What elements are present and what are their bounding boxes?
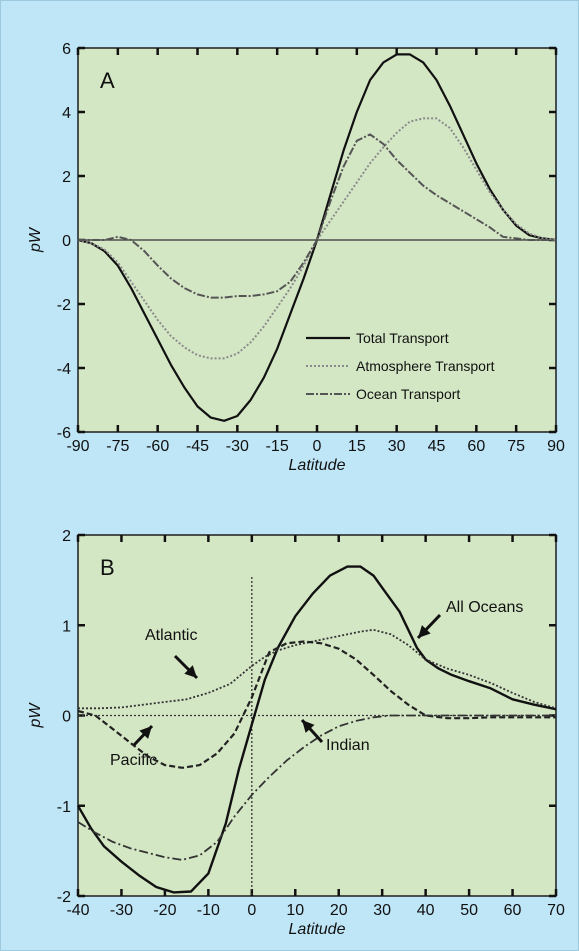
series-line-atmosphere-transport bbox=[77, 117, 557, 360]
x-tick-label: -30 bbox=[110, 902, 133, 919]
panel-a-axes: -90 -75 -60 -45 -30 -15 0 15 30 45 60 75 90 -6 -4 -2 0 2 4… bbox=[57, 41, 565, 455]
series-line-all-oceans bbox=[76, 565, 557, 894]
x-tick-label: 60 bbox=[504, 902, 522, 919]
panel-a-chart: -90 -75 -60 -45 -30 -15 0 15 30 45 60 75 90 -6 -4 -2 0 2 4… bbox=[27, 41, 565, 474]
x-tick-label: 50 bbox=[460, 902, 478, 919]
x-tick-label: 70 bbox=[547, 902, 565, 919]
legend-label-ocean: Ocean Transport bbox=[356, 386, 460, 402]
annotation-arrow-head bbox=[418, 625, 431, 638]
annotation-all-oceans: All Oceans bbox=[446, 599, 523, 616]
series-line-pacific bbox=[77, 640, 556, 769]
x-tick-label: 15 bbox=[348, 438, 366, 455]
legend-label-atmosphere: Atmosphere Transport bbox=[356, 358, 495, 374]
x-tick-label: 20 bbox=[330, 902, 348, 919]
legend-label-total: Total Transport bbox=[356, 330, 449, 346]
x-tick-label: -10 bbox=[197, 902, 220, 919]
x-tick-label: 60 bbox=[467, 438, 485, 455]
panel-b-x-axis-title: Latitude bbox=[289, 921, 346, 938]
x-tick-label: -30 bbox=[226, 438, 249, 455]
x-tick-label: -40 bbox=[66, 902, 89, 919]
panel-a-x-axis-title: Latitude bbox=[289, 457, 346, 474]
x-tick-label: 30 bbox=[388, 438, 406, 455]
panel-b-series bbox=[76, 565, 557, 894]
annotation-arrow-head bbox=[302, 720, 315, 733]
x-tick-label: 40 bbox=[417, 902, 435, 919]
annotation-pacific: Pacific bbox=[110, 752, 157, 769]
panel-a-legend: Total Transport Atmosphere Transport Oce… bbox=[306, 330, 495, 402]
annotation-arrow-head bbox=[184, 665, 197, 678]
x-tick-label: 30 bbox=[373, 902, 391, 919]
x-tick-label: -20 bbox=[153, 902, 176, 919]
y-tick-label: -2 bbox=[57, 889, 71, 906]
y-tick-label: 2 bbox=[62, 169, 71, 186]
y-tick-label: -4 bbox=[57, 361, 71, 378]
y-tick-label: 0 bbox=[62, 709, 71, 726]
annotation-indian: Indian bbox=[326, 737, 370, 754]
x-tick-label: 10 bbox=[286, 902, 304, 919]
panel-b-annotations: All Oceans Atlantic Pacific Indian bbox=[110, 599, 523, 769]
panel-b-y-axis-title: pW bbox=[27, 702, 44, 729]
y-tick-label: -2 bbox=[57, 297, 71, 314]
series-line-indian bbox=[77, 714, 556, 861]
x-tick-label: 0 bbox=[313, 438, 322, 455]
annotation-arrow-head bbox=[139, 726, 152, 739]
x-tick-label: -60 bbox=[146, 438, 169, 455]
panel-b-annotation-arrows bbox=[132, 613, 442, 747]
y-tick-label: 6 bbox=[62, 41, 71, 58]
y-tick-label: -1 bbox=[57, 799, 71, 816]
x-tick-label: 75 bbox=[507, 438, 525, 455]
y-tick-label: 0 bbox=[62, 233, 71, 250]
series-line-ocean-transport bbox=[78, 133, 556, 299]
annotation-atlantic: Atlantic bbox=[145, 627, 197, 644]
x-tick-label: -75 bbox=[106, 438, 129, 455]
y-tick-label: 4 bbox=[62, 105, 71, 122]
x-tick-label: 90 bbox=[547, 438, 565, 455]
x-tick-label: -45 bbox=[186, 438, 209, 455]
x-tick-label: -90 bbox=[66, 438, 89, 455]
panel-b-label: B bbox=[100, 555, 115, 580]
panel-a-label: A bbox=[100, 68, 115, 93]
panel-a-y-axis-title: pW bbox=[27, 226, 44, 253]
y-tick-label: 2 bbox=[62, 528, 71, 545]
y-tick-label: 1 bbox=[62, 618, 71, 635]
x-tick-label: -15 bbox=[266, 438, 289, 455]
x-tick-label: 45 bbox=[428, 438, 446, 455]
panel-a-series bbox=[77, 53, 557, 422]
y-tick-label: -6 bbox=[57, 425, 71, 442]
x-tick-label: 0 bbox=[247, 902, 256, 919]
